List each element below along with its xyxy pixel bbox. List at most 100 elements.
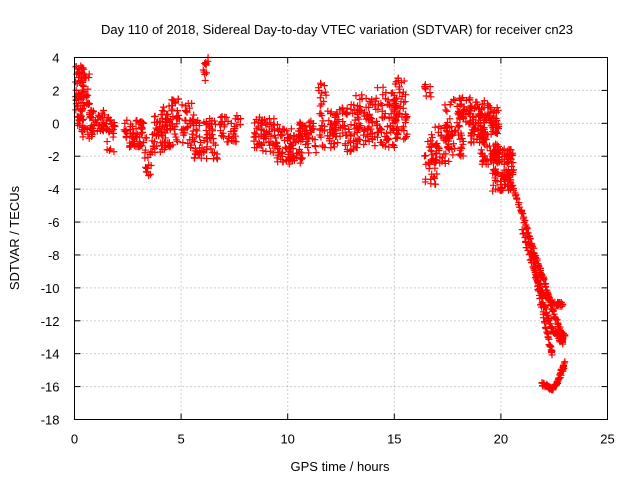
data-point xyxy=(509,184,517,192)
data-point xyxy=(179,139,187,147)
data-point xyxy=(451,128,459,136)
y-tick-label: -2 xyxy=(48,149,60,164)
data-point xyxy=(94,122,102,130)
data-point xyxy=(512,191,520,199)
data-point xyxy=(365,110,373,118)
data-point xyxy=(497,172,505,180)
data-point xyxy=(105,147,113,155)
data-point xyxy=(167,116,175,124)
data-point xyxy=(495,158,503,166)
x-tick-label: 5 xyxy=(177,432,184,447)
data-point xyxy=(452,126,460,134)
data-point xyxy=(173,107,181,115)
data-point xyxy=(396,103,404,111)
data-point xyxy=(179,125,187,133)
data-point xyxy=(534,287,542,295)
data-point xyxy=(171,130,179,138)
data-point xyxy=(477,149,485,157)
data-point xyxy=(169,102,177,110)
data-point xyxy=(373,133,381,141)
data-point xyxy=(227,128,235,136)
data-point xyxy=(230,127,238,135)
data-point xyxy=(126,125,134,133)
data-point xyxy=(134,130,142,138)
data-point xyxy=(401,98,409,106)
data-point xyxy=(387,110,395,118)
data-point xyxy=(202,126,210,134)
data-point xyxy=(422,92,430,100)
data-point xyxy=(145,172,153,180)
data-point xyxy=(486,108,494,116)
data-point xyxy=(111,122,119,130)
data-point xyxy=(379,141,387,149)
data-point xyxy=(72,106,80,114)
data-point xyxy=(85,134,93,142)
data-point xyxy=(424,159,432,167)
data-point xyxy=(322,91,330,99)
data-point xyxy=(121,128,129,136)
data-point xyxy=(132,117,140,125)
data-point xyxy=(360,141,368,149)
data-point xyxy=(431,164,439,172)
data-point xyxy=(291,138,299,146)
data-point xyxy=(402,116,410,124)
data-point xyxy=(251,119,259,127)
data-point xyxy=(521,217,529,225)
data-point xyxy=(457,152,465,160)
data-point xyxy=(546,343,554,351)
data-point xyxy=(74,120,82,128)
data-point xyxy=(542,325,550,333)
data-point xyxy=(121,119,129,127)
data-point xyxy=(217,127,225,135)
x-tick-label: 20 xyxy=(494,432,508,447)
data-point xyxy=(227,119,235,127)
data-point xyxy=(209,127,217,135)
data-point xyxy=(367,125,375,133)
data-point xyxy=(189,115,197,123)
data-point xyxy=(537,283,545,291)
data-point xyxy=(75,91,83,99)
data-point xyxy=(347,139,355,147)
data-point xyxy=(180,131,188,139)
data-point xyxy=(319,143,327,151)
data-point xyxy=(311,143,319,151)
data-point xyxy=(166,143,174,151)
data-point xyxy=(483,111,491,119)
data-point xyxy=(173,120,181,128)
data-point xyxy=(465,120,473,128)
data-point xyxy=(181,116,189,124)
data-point xyxy=(385,101,393,109)
data-point xyxy=(387,128,395,136)
data-point xyxy=(381,110,389,118)
data-point xyxy=(395,83,403,91)
data-point xyxy=(559,365,567,373)
data-point xyxy=(184,139,192,147)
data-point xyxy=(446,115,454,123)
data-point xyxy=(447,123,455,131)
data-point xyxy=(200,118,208,126)
data-point xyxy=(458,131,466,139)
data-point xyxy=(399,104,407,112)
data-point xyxy=(253,125,261,133)
y-tick-label: -14 xyxy=(41,347,60,362)
data-point xyxy=(536,294,544,302)
data-point xyxy=(444,119,452,127)
data-point xyxy=(441,101,449,109)
data-point xyxy=(353,144,361,152)
data-point xyxy=(477,126,485,134)
data-point xyxy=(427,142,435,150)
data-point xyxy=(428,131,436,139)
data-point xyxy=(129,134,137,142)
data-point xyxy=(152,124,160,132)
data-point xyxy=(400,135,408,143)
data-point xyxy=(457,100,465,108)
data-point xyxy=(355,107,363,115)
data-point xyxy=(494,107,502,115)
data-point xyxy=(459,137,467,145)
data-point xyxy=(318,112,326,120)
data-point xyxy=(262,147,270,155)
data-point xyxy=(80,83,88,91)
data-point xyxy=(561,358,569,366)
